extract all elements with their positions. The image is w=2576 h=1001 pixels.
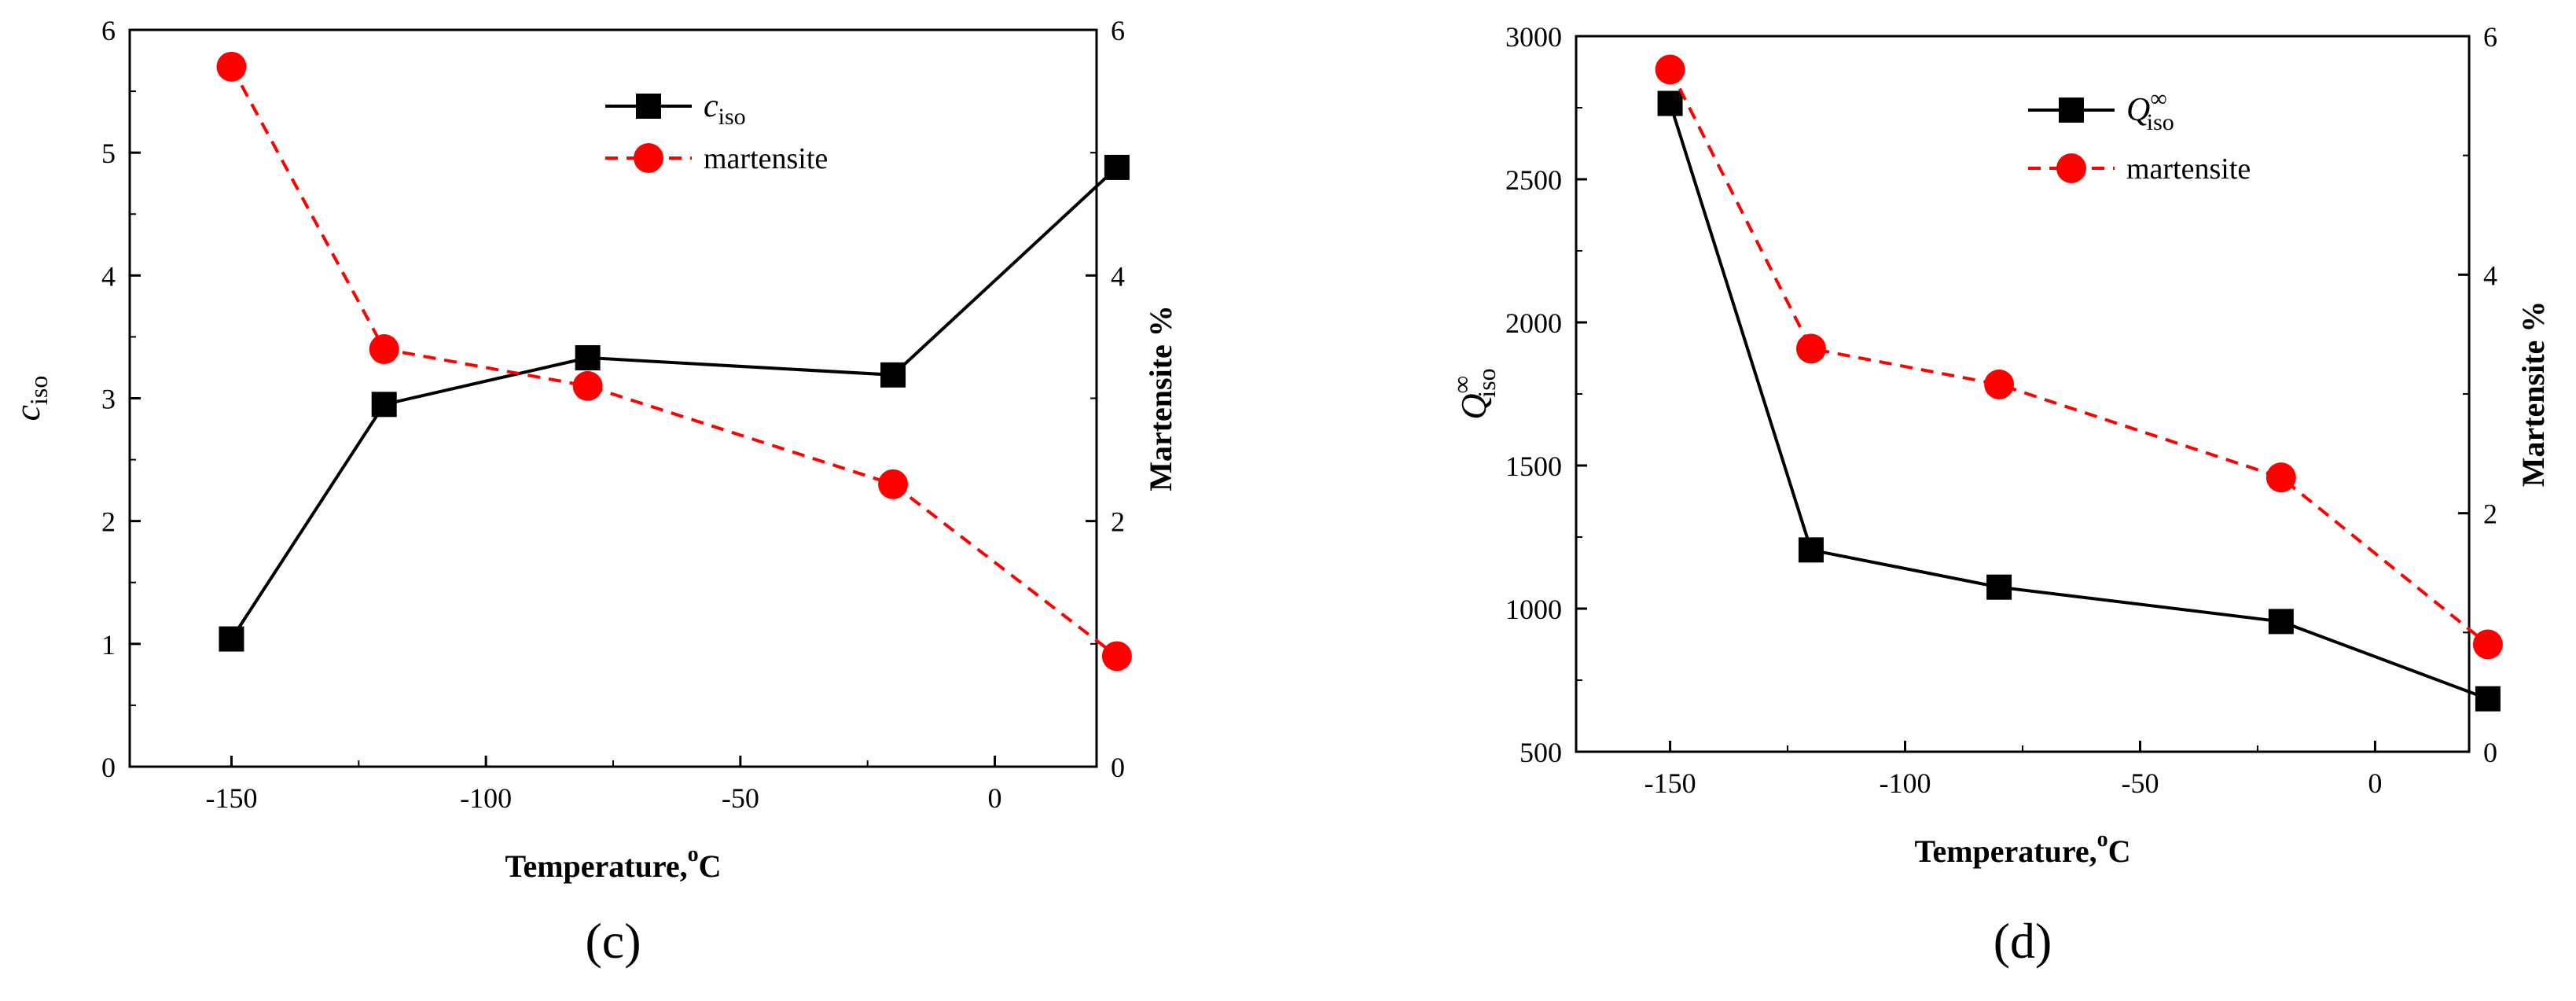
series-line-left bbox=[1668, 102, 2489, 701]
x-tick-label: -50 bbox=[722, 782, 759, 814]
data-point-circle bbox=[369, 334, 399, 365]
plot-frame bbox=[1575, 35, 2471, 753]
x-tick-label: -100 bbox=[460, 782, 512, 814]
chart-panel-1: -150 -100 -50 001234560246cisomartensiteTem… bbox=[7, 15, 1178, 969]
legend-superscript: ∞ bbox=[2150, 86, 2166, 112]
y-tick-label: 1000 bbox=[1505, 594, 1562, 625]
data-point-square bbox=[2268, 609, 2294, 635]
chart-panel-2: -150 -100 -50 0 500 1000 1500 2000 2500 3000 0 2 4 6 Q… bbox=[1447, 21, 2551, 969]
data-point-square bbox=[1986, 574, 2012, 600]
y2-tick-label: 0 bbox=[1111, 752, 1125, 783]
x-axis-label-text: Temperature, bbox=[1914, 834, 2096, 869]
legend-subscript: iso bbox=[2147, 109, 2174, 135]
y2-tick-label: 6 bbox=[1111, 15, 1125, 46]
data-point-square bbox=[880, 362, 906, 388]
panel-label: (c) bbox=[585, 913, 641, 969]
y-tick-label: 4 bbox=[101, 260, 116, 292]
y-tick-label: 3000 bbox=[1505, 21, 1562, 53]
legend-subscript: iso bbox=[718, 104, 746, 130]
data-point-square bbox=[575, 344, 601, 370]
x-tick-label: -150 bbox=[1644, 767, 1696, 799]
legend-marker-circle bbox=[634, 143, 663, 173]
legend-marker-square bbox=[636, 94, 661, 119]
y-axis-label-symbol: c bbox=[7, 405, 47, 421]
x-tick-label: -50 bbox=[2121, 767, 2159, 799]
y-tick-label: 5 bbox=[101, 138, 116, 169]
y-tick-label: 6 bbox=[101, 15, 116, 46]
data-point-square bbox=[219, 626, 244, 652]
data-point-square bbox=[1657, 90, 1683, 116]
y-tick-label: 1 bbox=[101, 629, 116, 661]
data-point-circle bbox=[1655, 54, 1685, 85]
y-tick-label: 2 bbox=[101, 506, 116, 538]
y-tick-label: 1500 bbox=[1505, 451, 1562, 482]
legend-label: ciso bbox=[704, 88, 746, 130]
plot-frame bbox=[128, 28, 1098, 768]
legend-label: Q∞ iso bbox=[2126, 86, 2174, 135]
y2-axis-label: Martensite % bbox=[2515, 301, 2551, 488]
x-axis-label-text: Temperature, bbox=[505, 848, 687, 884]
legend-marker-circle bbox=[2056, 153, 2086, 183]
series-line-martensite bbox=[230, 65, 1119, 658]
data-point-square bbox=[2475, 686, 2501, 712]
data-point-circle bbox=[2472, 629, 2503, 660]
data-point-circle bbox=[572, 370, 603, 401]
legend-marker-square bbox=[2059, 98, 2084, 123]
panel-label: (d) bbox=[1994, 913, 2052, 969]
y-tick-label: 3 bbox=[101, 384, 116, 415]
data-point-circle bbox=[1795, 333, 1826, 364]
y2-tick-label: 0 bbox=[2483, 737, 2497, 768]
y2-tick-label: 2 bbox=[2483, 499, 2497, 530]
y-tick-label: 500 bbox=[1520, 737, 1562, 768]
data-point-square bbox=[1104, 154, 1130, 180]
data-point-circle bbox=[878, 469, 909, 499]
y2-tick-label: 2 bbox=[1111, 506, 1125, 538]
data-point-circle bbox=[2265, 462, 2296, 493]
x-axis-label: Temperature,oC bbox=[1914, 827, 2130, 869]
x-axis-label-superscript: o bbox=[2097, 827, 2108, 852]
legend-symbol: Q bbox=[2126, 92, 2150, 128]
y2-axis-label: Martensite % bbox=[1143, 305, 1178, 491]
data-point-circle bbox=[216, 51, 247, 82]
y2-tick-label: 4 bbox=[1111, 260, 1125, 292]
y-axis-label-subscript: iso bbox=[1472, 368, 1501, 397]
x-tick-label: 0 bbox=[2368, 767, 2382, 799]
data-point-circle bbox=[1101, 641, 1132, 672]
series-line-left bbox=[230, 166, 1119, 640]
data-point-square bbox=[371, 392, 397, 418]
y-axis-label-subscript: iso bbox=[24, 376, 53, 405]
y2-tick-label: 6 bbox=[2483, 21, 2497, 53]
legend-label: martensite bbox=[704, 142, 828, 175]
y-axis-label-symbol: Q bbox=[1453, 393, 1494, 419]
y-tick-label: 2500 bbox=[1505, 164, 1562, 196]
x-axis-label: Temperature,oC bbox=[505, 842, 721, 884]
y-tick-label: 2000 bbox=[1505, 307, 1562, 339]
x-axis-label-superscript: o bbox=[688, 842, 699, 867]
y-axis-label: Q∞iso bbox=[1447, 368, 1501, 419]
x-axis-label-unit: C bbox=[699, 848, 722, 884]
x-tick-label: -150 bbox=[205, 782, 257, 814]
x-tick-label: 0 bbox=[988, 782, 1002, 814]
x-tick-label: -100 bbox=[1880, 767, 1931, 799]
data-point-square bbox=[1798, 537, 1824, 563]
y-axis-label-superscript: ∞ bbox=[1447, 376, 1475, 394]
y2-tick-label: 4 bbox=[2483, 259, 2497, 291]
legend-symbol: c bbox=[704, 88, 718, 124]
legend-label: martensite bbox=[2126, 153, 2251, 186]
data-point-circle bbox=[1984, 369, 2015, 399]
y-axis-label: ciso bbox=[7, 376, 53, 421]
y-tick-label: 0 bbox=[101, 752, 116, 783]
x-axis-label-unit: C bbox=[2108, 834, 2131, 869]
